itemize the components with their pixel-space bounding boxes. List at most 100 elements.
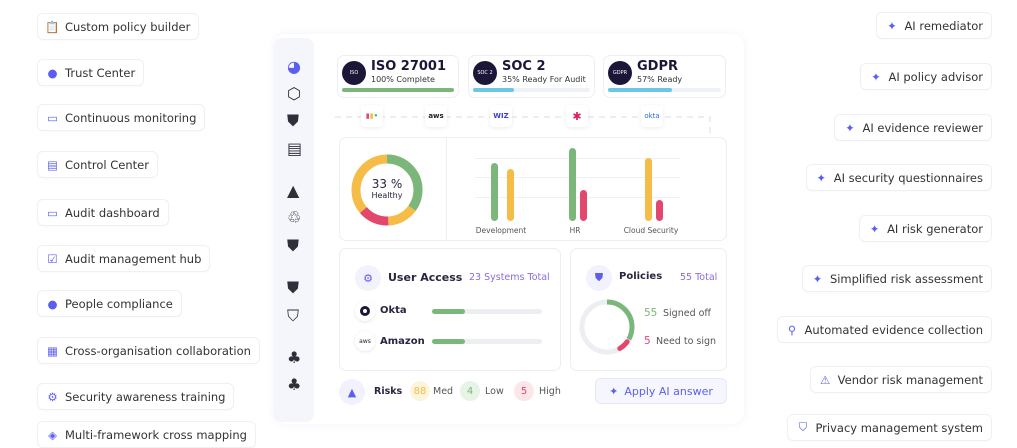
feature-pill[interactable]: ⚠ Vendor risk management [809, 366, 992, 393]
sparkle-icon: ✦ [816, 170, 827, 185]
feature-label: AI remediator [904, 18, 983, 33]
shield-check-icon[interactable]: ⛊ [287, 111, 300, 130]
feature-label: AI security questionnaires [833, 170, 983, 185]
person-icon: ● [47, 65, 58, 80]
feature-label: Cross-organisation collaboration [65, 343, 251, 358]
user-access-total[interactable]: 23 Systems Total [469, 272, 550, 283]
user-access-title: User Access [388, 271, 463, 284]
warning-icon[interactable]: ▲ [287, 181, 300, 200]
team-icon[interactable]: ♣ [287, 348, 302, 367]
apply-ai-label: Apply AI answer [624, 384, 713, 398]
feature-pill[interactable]: ● People compliance [37, 290, 182, 317]
policies-total[interactable]: 55 Total [680, 272, 718, 283]
feature-pill[interactable]: ● Trust Center [37, 59, 145, 86]
framework-card[interactable]: SOC 2 SOC 2 35% Ready For Audit [468, 55, 595, 98]
signed-count: 55 [644, 307, 658, 319]
feature-pill[interactable]: ✦ Simplified risk assessment [801, 265, 992, 292]
feature-label: Vendor risk management [837, 372, 983, 387]
framework-name: ISO 27001 [371, 59, 447, 74]
search-icon: ⚲ [787, 322, 797, 337]
apply-ai-answer-button[interactable]: ✦ Apply AI answer [595, 378, 727, 404]
dashboard-icon[interactable]: ◕ [287, 57, 301, 76]
feature-pill[interactable]: ▦ Cross-organisation collaboration [37, 337, 260, 364]
sparkle-icon: ✦ [887, 18, 897, 33]
feature-label: People compliance [65, 296, 173, 311]
aws-icon: aws [355, 331, 375, 351]
framework-status: 35% Ready For Audit [502, 75, 586, 84]
feature-label: AI risk generator [887, 221, 983, 236]
monitor-icon: ▭ [47, 110, 58, 125]
monday-logo: ▮ ▮ • [361, 105, 383, 127]
feature-label: Multi-framework cross mapping [65, 427, 247, 442]
feature-pill[interactable]: ✦ AI remediator [876, 12, 992, 39]
sparkle-icon: ✦ [845, 120, 855, 135]
shield-check-icon[interactable]: ⛊ [287, 278, 300, 297]
feature-pill[interactable]: ⛉ Privacy management system [787, 414, 992, 441]
user-shield-icon[interactable]: ⛊ [287, 236, 300, 255]
monitor-icon: ▭ [47, 205, 58, 220]
feature-pill[interactable]: ☑ Audit management hub [37, 245, 211, 272]
feature-pill[interactable]: ◈ Multi-framework cross mapping [37, 421, 256, 448]
shield-icon[interactable]: ⛉ [287, 306, 300, 325]
sparkle-icon: ✦ [871, 69, 881, 84]
okta-label: Okta [380, 305, 407, 316]
feature-pill[interactable]: ✦ AI security questionnaires [805, 164, 992, 191]
feature-label: Automated evidence collection [804, 322, 983, 337]
framework-card[interactable]: ISO ISO 27001 100% Complete [337, 55, 459, 98]
gear-icon: ⚙ [47, 389, 58, 404]
feature-label: Simplified risk assessment [829, 271, 983, 286]
feature-label: AI evidence reviewer [862, 120, 983, 135]
risks-title: Risks [374, 386, 403, 397]
framework-name: SOC 2 [502, 59, 546, 74]
risk-high-label: High [539, 386, 561, 397]
framework-progress [608, 88, 721, 92]
feature-pill[interactable]: ▭ Continuous monitoring [37, 104, 206, 131]
sparkle-icon: ✦ [869, 221, 880, 236]
feature-pill[interactable]: ⚲ Automated evidence collection [776, 316, 992, 343]
feature-pill[interactable]: ✦ AI policy advisor [860, 63, 992, 90]
category-label: Development [475, 226, 527, 235]
risk-med-badge: 88 [410, 381, 430, 401]
clipboard-icon: 📋 [45, 19, 60, 34]
wiz-logo: WIZ [490, 105, 512, 127]
framework-logo: SOC 2 [473, 61, 497, 85]
slack-logo: ✱ [566, 105, 588, 127]
framework-card[interactable]: GDPR GDPR 57% Ready [603, 55, 726, 98]
feature-label: Security awareness training [65, 389, 226, 404]
shield-gear-icon[interactable]: ⬡ [287, 84, 301, 103]
framework-status: 100% Complete [371, 75, 435, 84]
warning-icon: ⚠ [820, 372, 831, 387]
feature-pill[interactable]: ▭ Audit dashboard [37, 199, 169, 226]
feature-pill[interactable]: ✦ AI risk generator [859, 215, 992, 242]
bar-red-cloud-security [656, 200, 663, 221]
feature-label: Audit management hub [65, 251, 202, 266]
feature-pill[interactable]: ⚙ Security awareness training [37, 383, 235, 410]
warning-icon: ▲ [339, 379, 365, 405]
document-icon[interactable]: ▤ [287, 139, 303, 158]
risk-high-badge: 5 [514, 381, 534, 401]
framework-logo: GDPR [608, 61, 632, 85]
feature-pill[interactable]: ✦ AI evidence reviewer [834, 114, 992, 141]
framework-name: GDPR [637, 59, 678, 74]
need-count: 5 [644, 335, 651, 347]
sparkle-icon: ✦ [609, 384, 619, 398]
framework-progress [342, 88, 454, 92]
category-label: HR [569, 226, 581, 235]
category-label: Cloud Security [623, 226, 679, 235]
team-alert-icon[interactable]: ♣ [287, 375, 302, 394]
bar-red-hr [580, 190, 587, 221]
shield-check-icon: ⛉ [798, 420, 808, 434]
layers-icon: ◈ [48, 427, 57, 442]
aws-logo: aws [425, 105, 447, 127]
feature-label: Audit dashboard [65, 205, 160, 220]
network-icon[interactable]: ♲ [287, 208, 302, 227]
feature-pill[interactable]: 📋 Custom policy builder [37, 13, 200, 40]
control-panel-icon: ▤ [47, 157, 58, 172]
bar-green-development [491, 163, 498, 221]
health-label: Healthy [371, 191, 403, 200]
feature-pill[interactable]: ▤ Control Center [37, 151, 158, 178]
framework-status: 57% Ready [637, 75, 683, 84]
feature-label: Control Center [65, 157, 149, 172]
feature-label: Custom policy builder [65, 19, 191, 34]
dashboard-sidebar [274, 38, 314, 422]
